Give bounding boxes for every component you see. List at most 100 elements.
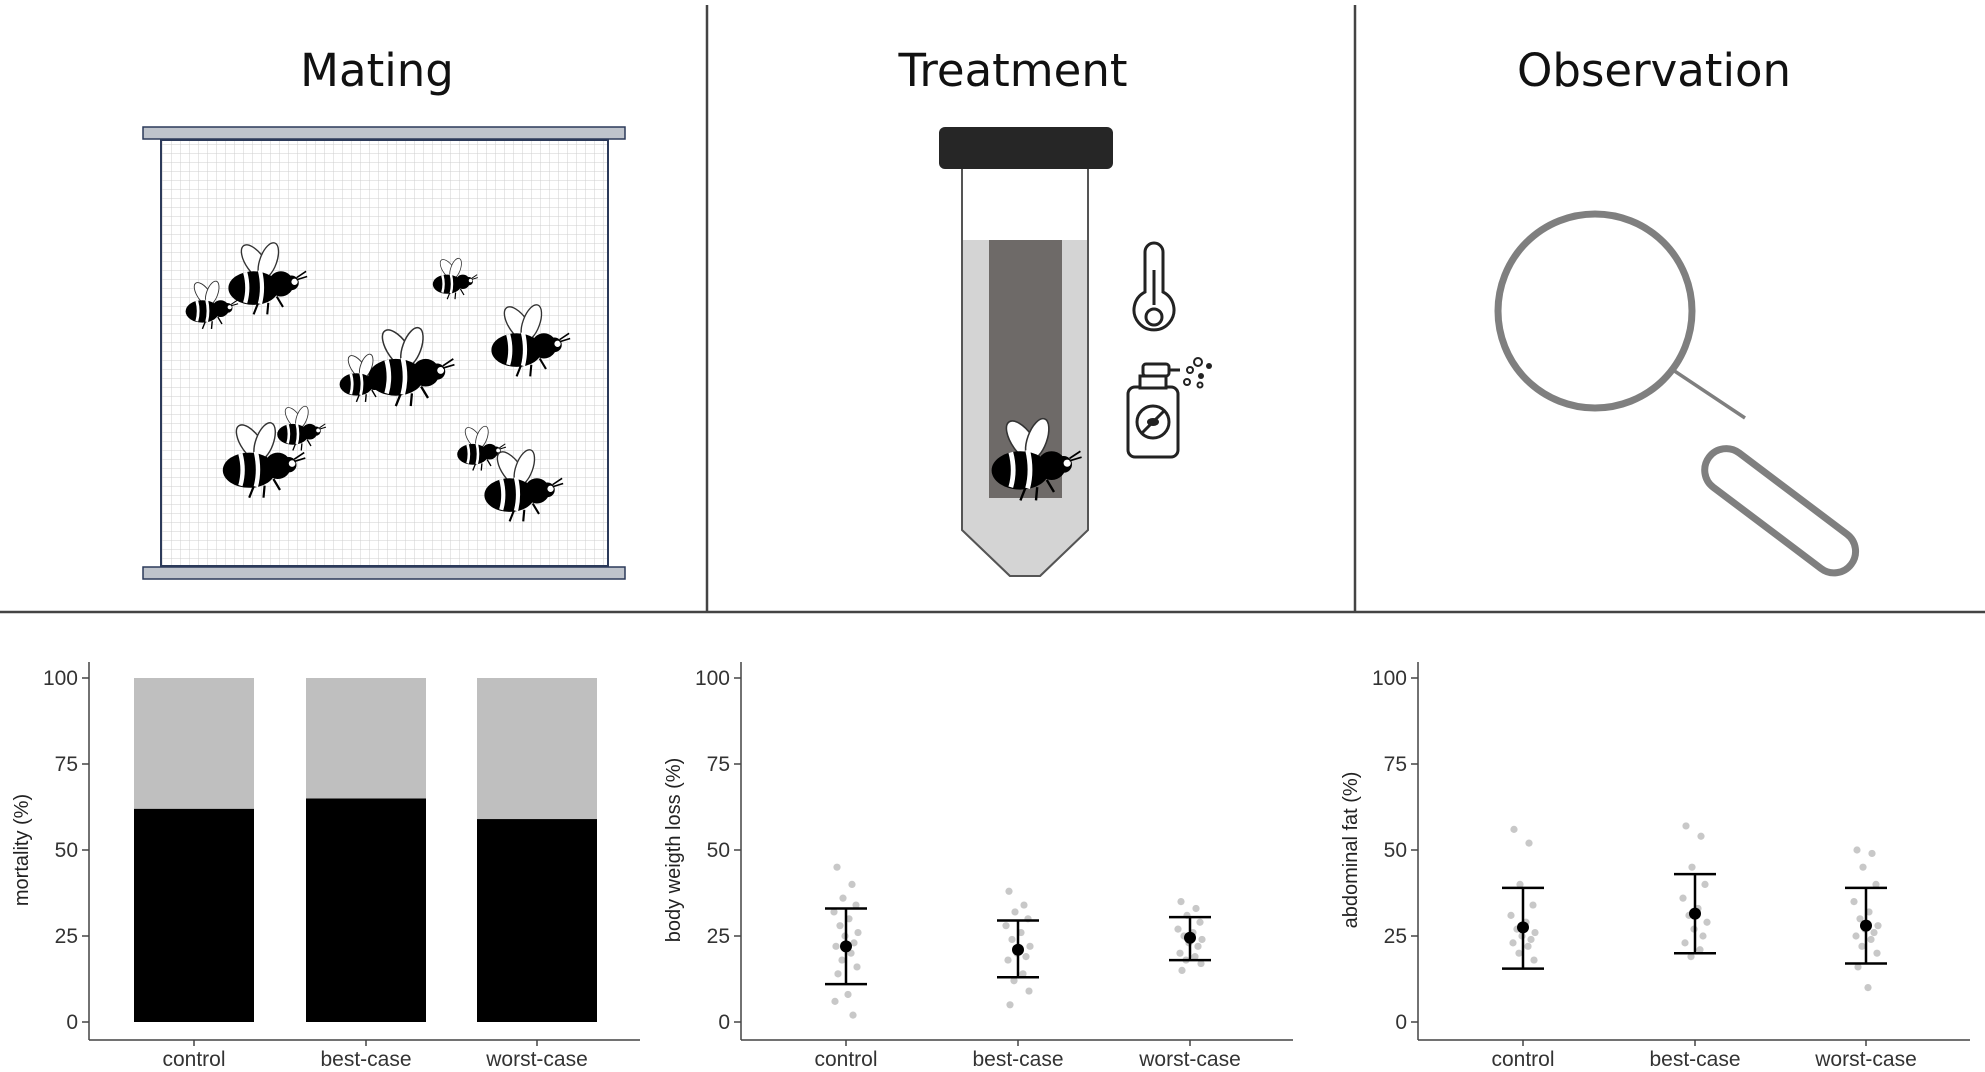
observation-title: Observation <box>1517 44 1791 97</box>
raw-data-point <box>1025 987 1033 995</box>
y-axis-title: mortality (%) <box>11 794 33 906</box>
raw-data-point <box>1011 908 1019 916</box>
y-axis-title: body weigth loss (%) <box>663 758 685 943</box>
raw-data-point <box>1198 935 1206 944</box>
raw-data-point <box>1002 922 1010 930</box>
raw-data-point <box>1850 898 1858 906</box>
raw-data-point <box>1191 953 1199 961</box>
y-tick-label: 75 <box>707 753 730 776</box>
raw-data-point <box>1681 939 1689 947</box>
raw-data-point <box>1872 880 1880 889</box>
raw-data-point <box>844 990 852 999</box>
raw-data-point <box>1516 880 1524 889</box>
mean-point <box>840 940 852 953</box>
raw-data-point <box>850 939 858 947</box>
raw-data-point <box>1703 918 1711 926</box>
y-tick-label: 100 <box>695 667 730 690</box>
raw-data-point <box>1856 915 1864 923</box>
y-tick-label: 50 <box>55 839 78 862</box>
y-tick-label: 25 <box>55 925 78 948</box>
raw-data-point <box>849 1011 857 1019</box>
raw-data-point <box>1510 825 1518 833</box>
x-tick-label: worst-case <box>1138 1048 1241 1071</box>
raw-data-point <box>1196 918 1204 926</box>
raw-data-point <box>1697 832 1705 840</box>
raw-data-point <box>1699 932 1707 940</box>
y-tick-label: 0 <box>1395 1011 1407 1034</box>
mating-title: Mating <box>300 44 454 97</box>
raw-data-point <box>1010 977 1018 985</box>
raw-data-point <box>839 894 847 902</box>
y-tick-label: 25 <box>1384 925 1407 948</box>
raw-data-point <box>1174 925 1182 933</box>
raw-data-point <box>1527 935 1535 944</box>
bar-segment-alive <box>134 678 254 809</box>
raw-data-point <box>1852 932 1860 940</box>
raw-data-point <box>831 997 839 1005</box>
raw-data-point <box>830 908 838 916</box>
raw-data-point <box>838 956 846 964</box>
x-tick-label: best-case <box>972 1048 1063 1071</box>
mean-point <box>1689 907 1701 920</box>
y-tick-label: 75 <box>55 753 78 776</box>
raw-data-point <box>1006 1001 1014 1009</box>
panel-dividers <box>0 5 1985 614</box>
raw-data-point <box>847 949 855 957</box>
treatment-title: Treatment <box>898 44 1128 97</box>
y-axis-title: abdominal fat (%) <box>1340 772 1362 929</box>
raw-data-point <box>1531 928 1539 937</box>
spray-bottle-icon <box>1126 357 1212 459</box>
raw-data-point <box>1868 849 1876 858</box>
bar-segment-alive <box>477 678 597 820</box>
raw-data-point <box>1688 863 1696 871</box>
raw-data-point <box>1867 935 1875 944</box>
raw-data-point <box>1524 942 1532 950</box>
raw-data-point <box>1853 846 1861 854</box>
raw-data-point <box>1701 880 1709 889</box>
raw-data-point <box>1873 949 1881 957</box>
raw-data-point <box>1679 894 1687 902</box>
raw-data-point <box>834 970 842 978</box>
bar-segment-dead <box>306 798 426 1022</box>
raw-data-point <box>1525 839 1533 847</box>
raw-data-point <box>1004 956 1012 964</box>
raw-data-point <box>1020 901 1028 909</box>
x-tick-label: best-case <box>1649 1048 1740 1071</box>
mean-point <box>1860 919 1872 932</box>
mean-point <box>1517 921 1529 934</box>
raw-data-point <box>1509 939 1517 947</box>
raw-data-point <box>1194 942 1202 950</box>
raw-data-point <box>1022 953 1030 961</box>
abdominal-fat-chart: 0 25 50 75 100 control best-case worst-case abdo… <box>1340 662 1970 1071</box>
y-tick-label: 50 <box>707 839 730 862</box>
thermometer-icon <box>1132 241 1176 332</box>
raw-data-point <box>833 863 841 871</box>
bar-segment-dead <box>477 819 597 1022</box>
raw-data-point <box>1687 953 1695 961</box>
raw-data-point <box>1192 904 1200 913</box>
y-tick-label: 0 <box>718 1011 730 1034</box>
raw-data-point <box>1530 956 1538 964</box>
x-tick-label: control <box>814 1048 877 1071</box>
mortality-chart: 0 25 50 75 100 control best-case worst-case mort… <box>11 662 640 1071</box>
raw-data-point <box>1529 901 1537 909</box>
raw-data-point <box>854 928 862 937</box>
y-tick-label: 25 <box>707 925 730 948</box>
y-tick-label: 75 <box>1384 753 1407 776</box>
raw-data-point <box>1864 984 1872 992</box>
raw-data-point <box>1008 935 1016 944</box>
raw-data-point <box>1176 949 1184 957</box>
y-tick-label: 0 <box>66 1011 78 1034</box>
raw-data-point <box>1682 822 1690 830</box>
y-tick-label: 100 <box>1372 667 1407 690</box>
raw-data-point <box>1197 959 1205 968</box>
raw-data-point <box>1859 863 1867 871</box>
raw-data-point <box>848 880 856 889</box>
bar-segment-alive <box>306 678 426 799</box>
raw-data-point <box>1515 949 1523 957</box>
raw-data-point <box>836 922 844 930</box>
x-tick-label: best-case <box>320 1048 411 1071</box>
raw-data-point <box>1874 922 1882 930</box>
raw-data-point <box>1019 970 1027 978</box>
